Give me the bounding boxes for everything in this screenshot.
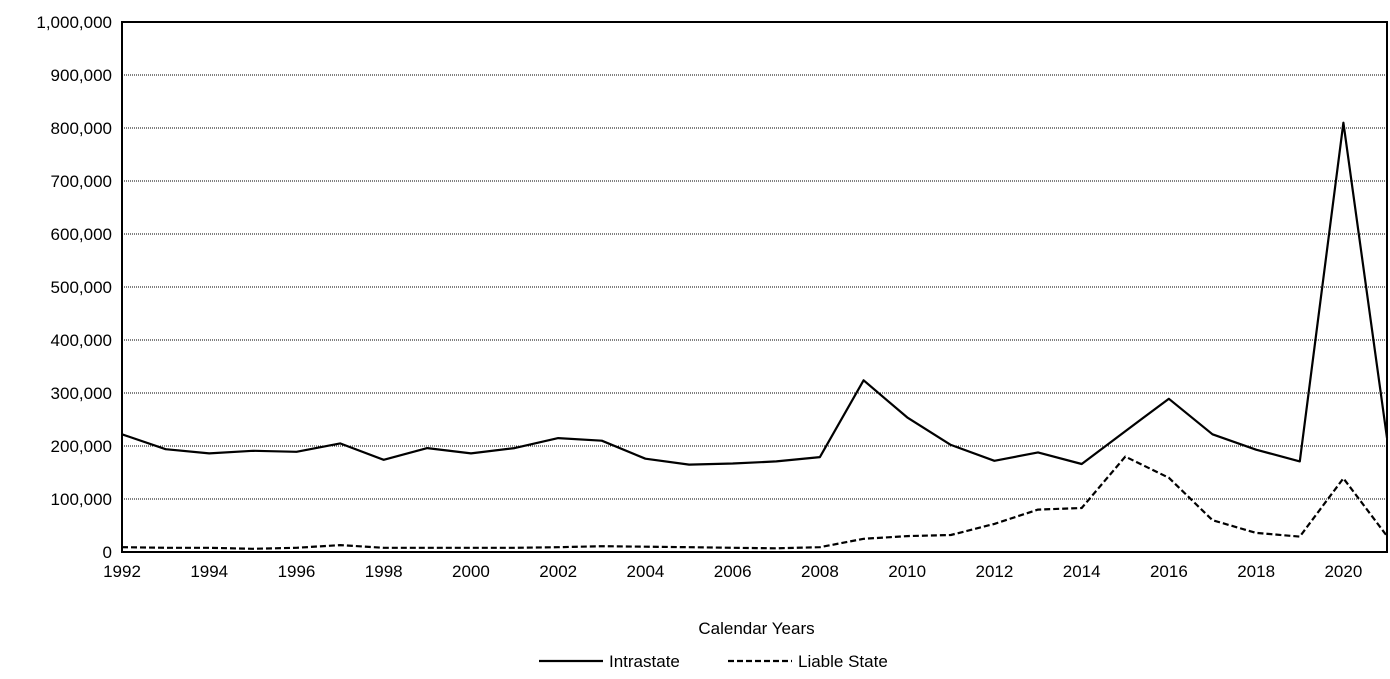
plot-area-border xyxy=(121,21,1388,553)
y-tick-label: 1,000,000 xyxy=(36,13,112,32)
legend-label: Liable State xyxy=(798,652,888,671)
legend: Intrastate Liable State xyxy=(539,652,888,671)
series-line-liable-state xyxy=(121,455,1388,550)
y-tick-label: 100,000 xyxy=(51,490,112,509)
x-tick-label: 2004 xyxy=(627,562,665,581)
y-tick-label: 400,000 xyxy=(51,331,112,350)
y-axis-tick-labels: 0 100,000 200,000 300,000 400,000 500,000 600,… xyxy=(36,13,112,562)
x-tick-label: 2018 xyxy=(1237,562,1275,581)
x-tick-label: 2016 xyxy=(1150,562,1188,581)
x-tick-label: 1998 xyxy=(365,562,403,581)
y-tick-label: 200,000 xyxy=(51,437,112,456)
x-tick-label: 1994 xyxy=(190,562,228,581)
x-tick-label: 2000 xyxy=(452,562,490,581)
y-tick-label: 700,000 xyxy=(51,172,112,191)
y-tick-label: 800,000 xyxy=(51,119,112,138)
x-tick-label: 2020 xyxy=(1324,562,1362,581)
x-axis-tick-labels: 1992 1994 1996 1998 2000 2002 2004 2006 2008 2010… xyxy=(103,562,1362,581)
x-tick-label: 1992 xyxy=(103,562,141,581)
y-tick-label: 600,000 xyxy=(51,225,112,244)
series-line-intrastate xyxy=(121,121,1389,466)
x-tick-label: 2012 xyxy=(975,562,1013,581)
y-tick-label: 0 xyxy=(103,543,112,562)
x-tick-label: 2010 xyxy=(888,562,926,581)
legend-label: Intrastate xyxy=(609,652,680,671)
series-lines xyxy=(121,121,1389,550)
x-tick-label: 2006 xyxy=(714,562,752,581)
x-tick-label: 1996 xyxy=(278,562,316,581)
x-tick-label: 2002 xyxy=(539,562,577,581)
x-tick-label: 2014 xyxy=(1063,562,1101,581)
y-tick-label: 300,000 xyxy=(51,384,112,403)
x-tick-label: 2008 xyxy=(801,562,839,581)
y-tick-label: 500,000 xyxy=(51,278,112,297)
gridlines xyxy=(122,74,1387,500)
x-axis-title: Calendar Years xyxy=(698,619,814,638)
y-tick-label: 900,000 xyxy=(51,66,112,85)
